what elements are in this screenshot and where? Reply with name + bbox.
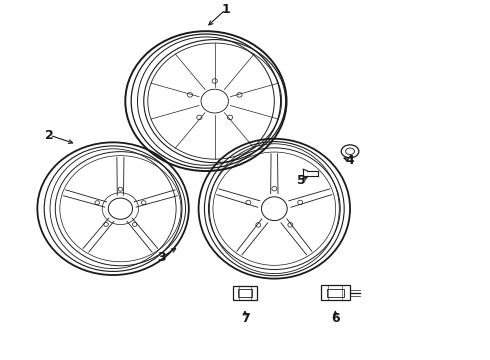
Text: 1: 1 (221, 3, 230, 16)
Text: 5: 5 (297, 174, 306, 186)
Text: 3: 3 (158, 251, 166, 264)
Text: 4: 4 (345, 154, 354, 167)
Text: 2: 2 (45, 129, 54, 142)
Text: 6: 6 (331, 311, 340, 325)
Text: 7: 7 (241, 311, 249, 325)
Bar (233, 286, 257, 300)
Bar (321, 285, 349, 301)
Bar (238, 289, 252, 297)
Bar (327, 289, 344, 297)
